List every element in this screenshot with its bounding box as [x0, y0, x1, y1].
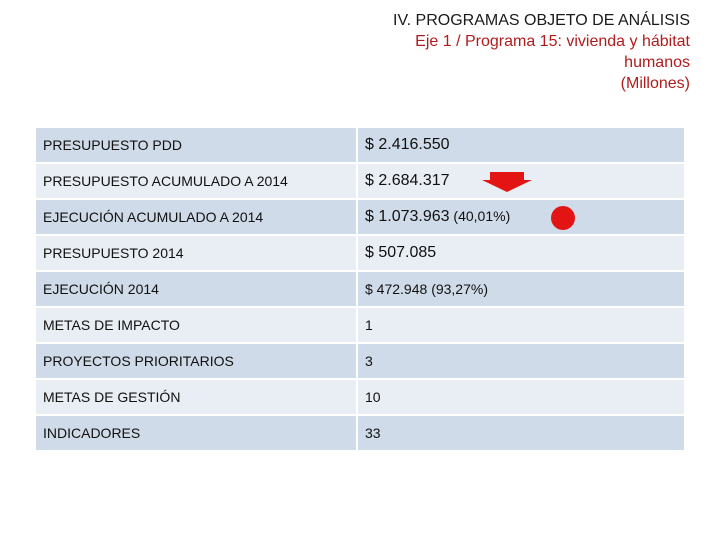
row-label: PRESUPUESTO ACUMULADO A 2014 [36, 164, 358, 200]
table-row: METAS DE IMPACTO 1 [36, 308, 684, 344]
row-label: METAS DE IMPACTO [36, 308, 358, 344]
row-value: 3 [358, 344, 684, 380]
value-text: $ 472.948 [365, 281, 428, 297]
program-title: Eje 1 / Programa 15: vivienda y hábitat [415, 33, 690, 50]
table-row: METAS DE GESTIÓN 10 [36, 380, 684, 416]
table-row: PROYECTOS PRIORITARIOS 3 [36, 344, 684, 380]
row-value: $ 2.684.317 [358, 164, 684, 200]
table-row: PRESUPUESTO PDD $ 2.416.550 [36, 128, 684, 164]
table-row: EJECUCIÓN ACUMULADO A 2014 $ 1.073.963 (… [36, 200, 684, 236]
budget-table: PRESUPUESTO PDD $ 2.416.550 PRESUPUESTO … [36, 128, 684, 452]
section-title: IV. PROGRAMAS OBJETO DE ANÁLISIS [393, 12, 690, 29]
program-title-cont: humanos [624, 54, 690, 71]
value-text: $ 507.085 [365, 244, 437, 261]
table-row: INDICADORES 33 [36, 416, 684, 452]
percentage-text: (40,01%) [453, 208, 511, 224]
row-value: $ 2.416.550 [358, 128, 684, 164]
table-row: EJECUCIÓN 2014 $ 472.948 (93,27%) [36, 272, 684, 308]
row-label: EJECUCIÓN 2014 [36, 272, 358, 308]
table-row: PRESUPUESTO ACUMULADO A 2014 $ 2.684.317 [36, 164, 684, 200]
value-text: $ 2.684.317 [365, 172, 450, 189]
slide-header: IV. PROGRAMAS OBJETO DE ANÁLISIS Eje 1 /… [250, 10, 690, 94]
units-label: (Millones) [620, 75, 690, 92]
row-label: PROYECTOS PRIORITARIOS [36, 344, 358, 380]
down-arrow-icon [482, 172, 532, 192]
row-label: EJECUCIÓN ACUMULADO A 2014 [36, 200, 358, 236]
value-text: $ 2.416.550 [365, 136, 450, 153]
row-label: PRESUPUESTO 2014 [36, 236, 358, 272]
percentage-text: (93,27%) [431, 281, 488, 297]
row-label: METAS DE GESTIÓN [36, 380, 358, 416]
row-value: $ 472.948 (93,27%) [358, 272, 684, 308]
row-value: $ 1.073.963 (40,01%) [358, 200, 684, 236]
table-row: PRESUPUESTO 2014 $ 507.085 [36, 236, 684, 272]
row-value: 10 [358, 380, 684, 416]
row-value: $ 507.085 [358, 236, 684, 272]
row-value: 33 [358, 416, 684, 452]
value-text: $ 1.073.963 [365, 208, 450, 225]
row-label: PRESUPUESTO PDD [36, 128, 358, 164]
row-value: 1 [358, 308, 684, 344]
red-circle-icon [551, 206, 575, 230]
row-label: INDICADORES [36, 416, 358, 452]
